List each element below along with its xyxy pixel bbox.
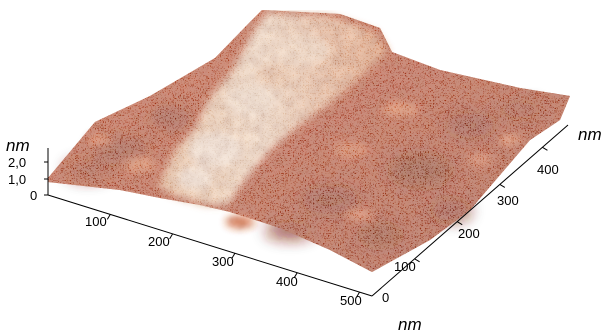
x-axis-line [47,194,373,297]
x-tick-mark [293,272,298,278]
x-tick-mark [356,291,360,298]
z-axis-unit: nm [6,136,30,155]
y-tick-label: 400 [537,162,559,177]
y-tick-label: 300 [497,193,519,208]
y-tick-label: 100 [394,259,416,274]
z-tick-label: 2,0 [8,155,26,170]
x-tick-mark [106,214,111,220]
axis-ticks [44,146,548,298]
x-tick-label: 500 [340,293,362,308]
x-tick-mark [231,253,236,259]
y-tick-label: 200 [458,226,480,241]
z-tick-label: 1,0 [8,172,26,187]
axes [47,124,569,297]
y-axis-unit: nm [578,125,602,144]
x-tick-label: 100 [85,214,107,229]
x-axis-unit: nm [398,315,422,334]
y-tick-mark [414,258,420,263]
surface-speckle [48,10,570,272]
y-tick-mark [499,184,506,188]
y-tick-mark [542,146,548,151]
y-axis-line [371,124,569,297]
y-tick-label: 0 [382,290,389,305]
x-tick-label: 200 [148,234,170,249]
y-tick-mark [456,221,463,226]
x-tick-label: 400 [276,274,298,289]
z-tick-label: 0 [30,188,37,203]
x-tick-label: 300 [212,254,234,269]
x-tick-mark [169,233,174,240]
